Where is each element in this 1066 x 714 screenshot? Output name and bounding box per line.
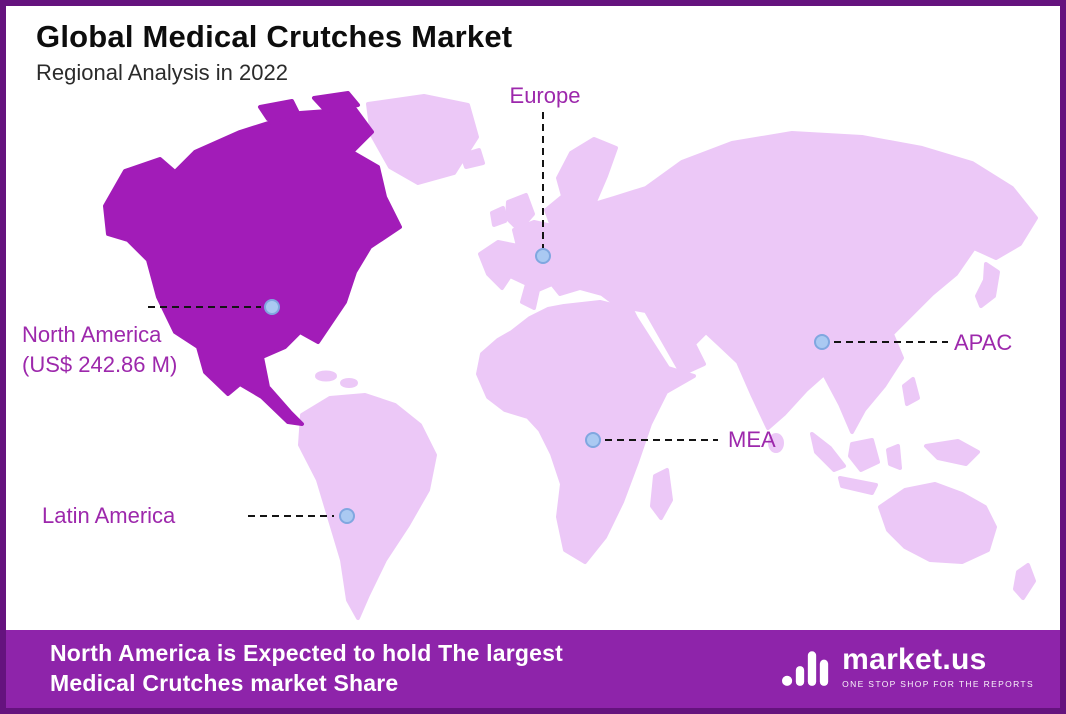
label-mea: MEA	[728, 427, 776, 452]
marker-latin-america	[339, 508, 355, 524]
region-north-america-shape	[103, 107, 402, 426]
world-map	[103, 91, 1038, 620]
landmass-united-kingdom	[505, 193, 535, 232]
footer-headline-line1: North America is Expected to hold The la…	[50, 640, 563, 666]
footer-banner: North America is Expected to hold The la…	[6, 630, 1060, 708]
page-title: Global Medical Crutches Market	[36, 19, 513, 54]
landmass-new-guinea	[924, 439, 980, 466]
footer-headline: North America is Expected to hold The la…	[50, 638, 563, 698]
label-north-america-name: North America	[22, 322, 162, 347]
brand: market.us ONE STOP SHOP FOR THE REPORTS	[781, 643, 1034, 691]
label-europe: Europe	[509, 83, 581, 108]
label-north-america: North America (US$ 242.86 M)	[22, 320, 177, 380]
markers	[264, 248, 830, 524]
label-north-america-value: (US$ 242.86 M)	[22, 352, 178, 377]
brand-text: market.us ONE STOP SHOP FOR THE REPORTS	[842, 643, 1034, 690]
market-us-logo-icon	[782, 651, 829, 686]
landmass-new-zealand	[1013, 563, 1036, 600]
region-arctic-island-2	[258, 99, 300, 121]
region-arctic-island-1	[312, 91, 360, 113]
landmass-sri-lanka	[768, 433, 784, 453]
landmass-south-america	[298, 393, 437, 620]
landmass-java	[838, 476, 878, 495]
landmass-caribbean-2	[340, 378, 358, 388]
landmass-eurasia	[478, 131, 1038, 434]
landmass-sumatra	[810, 432, 846, 472]
landmass-caribbean-1	[315, 370, 337, 382]
leader-lines	[148, 112, 948, 517]
brand-tagline: ONE STOP SHOP FOR THE REPORTS	[842, 679, 1034, 689]
landmass-madagascar	[650, 468, 673, 520]
footer-headline-line2: Medical Crutches market Share	[50, 670, 399, 696]
label-latin-america: Latin America	[42, 503, 176, 528]
landmass-sulawesi	[886, 444, 902, 470]
landmass-japan	[975, 262, 1000, 308]
marker-mea	[585, 432, 601, 448]
landmass-australia	[878, 482, 997, 564]
landmass-greenland	[366, 94, 479, 185]
marker-europe	[535, 248, 551, 264]
landmass-africa	[476, 300, 696, 564]
label-apac: APAC	[954, 330, 1013, 355]
marker-apac	[814, 334, 830, 350]
landmass-ireland	[490, 206, 507, 227]
landmass-philippines	[902, 377, 920, 406]
page-subtitle: Regional Analysis in 2022	[36, 60, 288, 85]
marker-north-america	[264, 299, 280, 315]
landmass-borneo	[848, 438, 880, 472]
landmass-iceland	[460, 148, 485, 169]
brand-name: market.us	[842, 643, 987, 676]
